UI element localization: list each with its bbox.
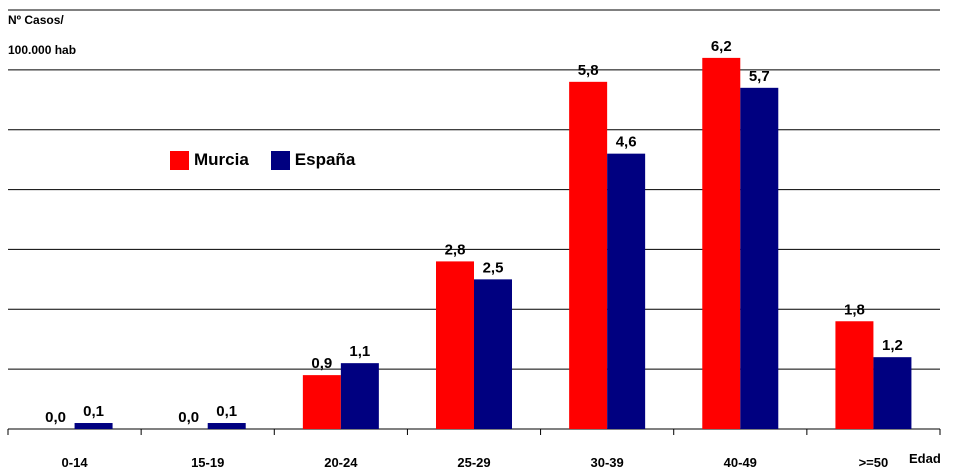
y-axis-label-line2: 100.000 hab [8, 43, 77, 57]
x-tick-label: 25-29 [457, 455, 490, 470]
data-label: 2,8 [445, 241, 466, 258]
data-label: 5,7 [749, 68, 770, 85]
bar-murcia [302, 375, 341, 429]
data-label: 4,6 [616, 134, 637, 151]
bar-murcia [436, 261, 474, 429]
x-tick-label: 20-24 [324, 455, 358, 470]
bar-espana [207, 423, 246, 429]
bar-murcia [569, 81, 608, 429]
legend: Murcia España [170, 150, 377, 170]
legend-swatch-espana [270, 150, 290, 170]
bar-espana [340, 363, 379, 429]
data-label: 0,1 [83, 403, 104, 420]
data-label: 0,0 [45, 409, 66, 426]
data-label: 1,1 [349, 343, 370, 360]
data-label: 1,2 [882, 337, 903, 354]
legend-label-espana: España [294, 150, 356, 169]
x-tick-label: 0-14 [62, 455, 89, 470]
bar-espana [607, 153, 646, 429]
data-label: 0,1 [216, 403, 237, 420]
y-axis-label-line1: Nº Casos/ [8, 13, 64, 27]
bar-espana [740, 87, 779, 430]
legend-swatch-murcia [170, 150, 189, 170]
data-label: 2,5 [483, 259, 504, 276]
x-tick-label: >=50 [859, 455, 889, 470]
legend-item-espana: España [270, 150, 356, 170]
data-label: 1,8 [844, 301, 865, 318]
legend-label-murcia: Murcia [194, 150, 249, 169]
x-tick-label: 30-39 [591, 455, 624, 470]
bar-espana [74, 423, 113, 429]
data-label: 6,2 [711, 38, 732, 55]
bar-murcia [702, 57, 741, 430]
x-tick-label: 40-49 [724, 455, 757, 470]
x-axis-label: Edad [909, 451, 941, 466]
data-label: 5,8 [578, 62, 599, 79]
bar-espana [474, 279, 512, 429]
data-label: 0,9 [311, 355, 332, 372]
x-tick-label: 15-19 [191, 455, 224, 470]
data-label: 0,0 [178, 409, 199, 426]
bar-murcia [835, 321, 874, 429]
legend-item-murcia: Murcia [170, 150, 249, 170]
bar-espana [873, 357, 912, 429]
